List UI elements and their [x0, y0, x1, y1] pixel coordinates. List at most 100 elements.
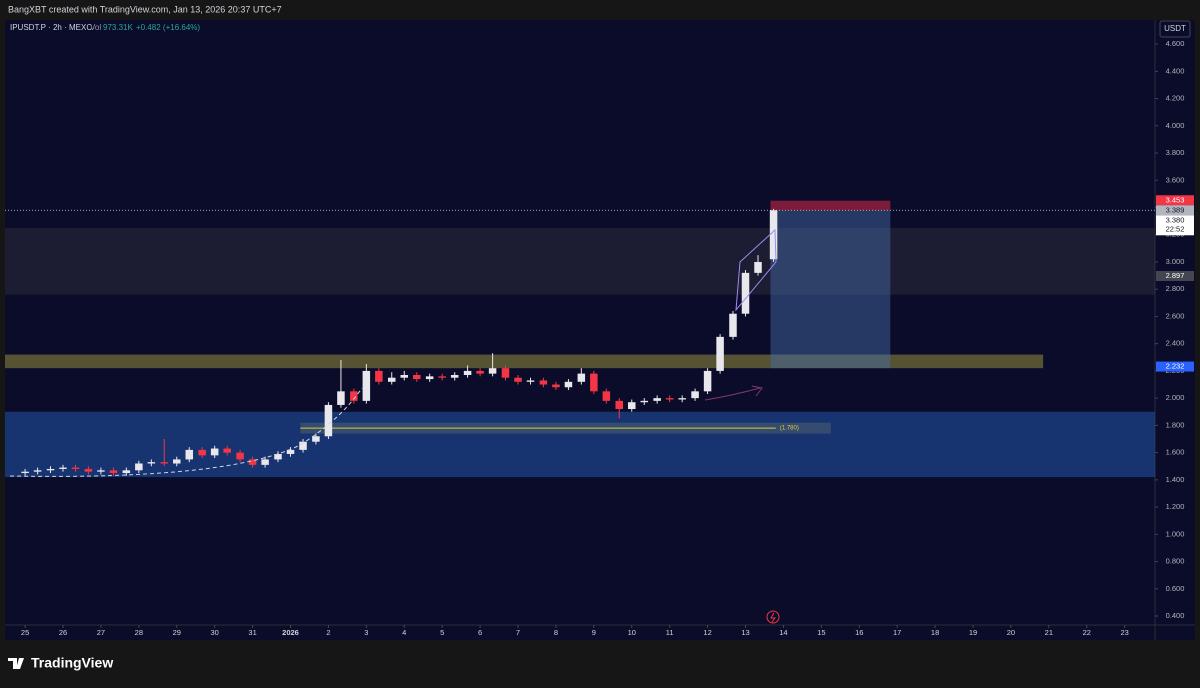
y-tick-label: 0.600 [1166, 584, 1185, 593]
volume-label: Vol [90, 23, 101, 32]
candle-body [71, 467, 80, 469]
candle-body [450, 374, 459, 378]
y-tick-label: 4.200 [1166, 94, 1185, 103]
candle-body [729, 313, 737, 337]
x-tick-label: 19 [969, 628, 977, 637]
x-tick-label: 22 [1083, 628, 1091, 637]
currency[interactable]: USDT [1164, 24, 1186, 33]
currency-box[interactable] [1159, 20, 1191, 38]
x-tick-label: 8 [554, 628, 558, 637]
credit: BangXBT created with TradingView.com, Ja… [8, 4, 282, 14]
candle-body [628, 402, 636, 410]
candle-body [703, 370, 712, 392]
x-tick-label: 27 [97, 628, 105, 637]
candle-body [552, 384, 560, 388]
plot: (1.780) [5, 200, 1155, 478]
candle-body [716, 336, 724, 371]
candle-body [615, 400, 623, 410]
candle-body [286, 449, 295, 454]
y-tick-label: 4.600 [1166, 39, 1185, 48]
y-tick-label: 1.600 [1166, 448, 1185, 457]
candle-body [248, 459, 257, 465]
x-tick-label: 4 [402, 628, 406, 637]
candle-body [653, 398, 661, 401]
candle-body [590, 373, 598, 392]
candle-body [312, 436, 320, 442]
candle-body [109, 470, 118, 474]
y-tick-label: 1.400 [1166, 475, 1185, 484]
candle-body [97, 470, 105, 472]
candle-body [84, 468, 93, 472]
x-tick-label: 3 [364, 628, 368, 637]
candle-body [324, 404, 333, 437]
candle-body [223, 448, 231, 453]
x-tick-label: 31 [248, 628, 256, 637]
channel-drawing [735, 228, 777, 312]
logo-mark [8, 658, 24, 669]
candle-body [438, 376, 446, 378]
candle-body [640, 400, 649, 403]
y-tick-label: 4.000 [1166, 121, 1185, 130]
x-tick-label: 10 [628, 628, 636, 637]
x-tick-label: 23 [1120, 628, 1128, 637]
volume: 973.31K [103, 23, 133, 32]
candle-body [741, 272, 750, 314]
x-tick-label: 29 [173, 628, 181, 637]
event-icon[interactable] [766, 610, 780, 624]
x-tick-label: 17 [893, 628, 901, 637]
x-tick-label: 26 [59, 628, 67, 637]
x-tick-label: 28 [135, 628, 143, 637]
candle-body [514, 377, 522, 382]
candle-body [488, 368, 497, 374]
candle-body [210, 448, 219, 456]
zone [5, 227, 1155, 295]
x-tick-label: 9 [592, 628, 596, 637]
y-tick-label: 3.800 [1166, 148, 1185, 157]
price-label-box [1156, 215, 1194, 236]
candle-body [678, 398, 686, 400]
candle-body [122, 470, 131, 474]
candle-body [185, 449, 194, 460]
candle-body [501, 368, 510, 378]
brand: TradingView [31, 655, 113, 671]
candle-body [362, 370, 371, 401]
x-tick-label: 6 [478, 628, 482, 637]
candle-body [33, 470, 42, 472]
x-tick-label: 2 [326, 628, 330, 637]
candle-body [46, 468, 55, 471]
symbol: IPUSDT.P · 2h · MEXC [10, 23, 92, 32]
chart-pane [5, 20, 1195, 640]
y-tick-label: 0.400 [1166, 611, 1185, 620]
candle-body [21, 471, 29, 474]
candle-body [173, 459, 181, 464]
candle-body [413, 374, 421, 380]
x-tick-label: 12 [703, 628, 711, 637]
candle-body [160, 462, 169, 464]
candle-body [261, 459, 269, 465]
candle-body [539, 380, 548, 385]
y-tick-label: 2.600 [1166, 311, 1185, 320]
x-tick-label: 7 [516, 628, 520, 637]
zone [5, 354, 1044, 369]
y-tick-label: 3.600 [1166, 175, 1185, 184]
price-label: 3.453 [1166, 195, 1185, 204]
candle-body [463, 370, 472, 375]
price-label-box [1156, 361, 1194, 372]
x-tick-label: 15 [817, 628, 825, 637]
y-tick-label: 2.000 [1166, 393, 1185, 402]
x-tick-label: 5 [440, 628, 444, 637]
candle-body [236, 452, 244, 460]
candle-body [59, 467, 67, 469]
price-label: 2.897 [1166, 271, 1185, 280]
candle-body [526, 380, 535, 382]
y-tick-label: 2.400 [1166, 339, 1185, 348]
price-label-box [1156, 195, 1194, 206]
y-tick-label: 4.400 [1166, 66, 1185, 75]
arrow-drawing [704, 385, 763, 401]
candle-body [564, 381, 573, 388]
logo: TradingView [8, 655, 113, 671]
price-label: 3.380 [1166, 215, 1185, 224]
candle-body [691, 391, 699, 399]
